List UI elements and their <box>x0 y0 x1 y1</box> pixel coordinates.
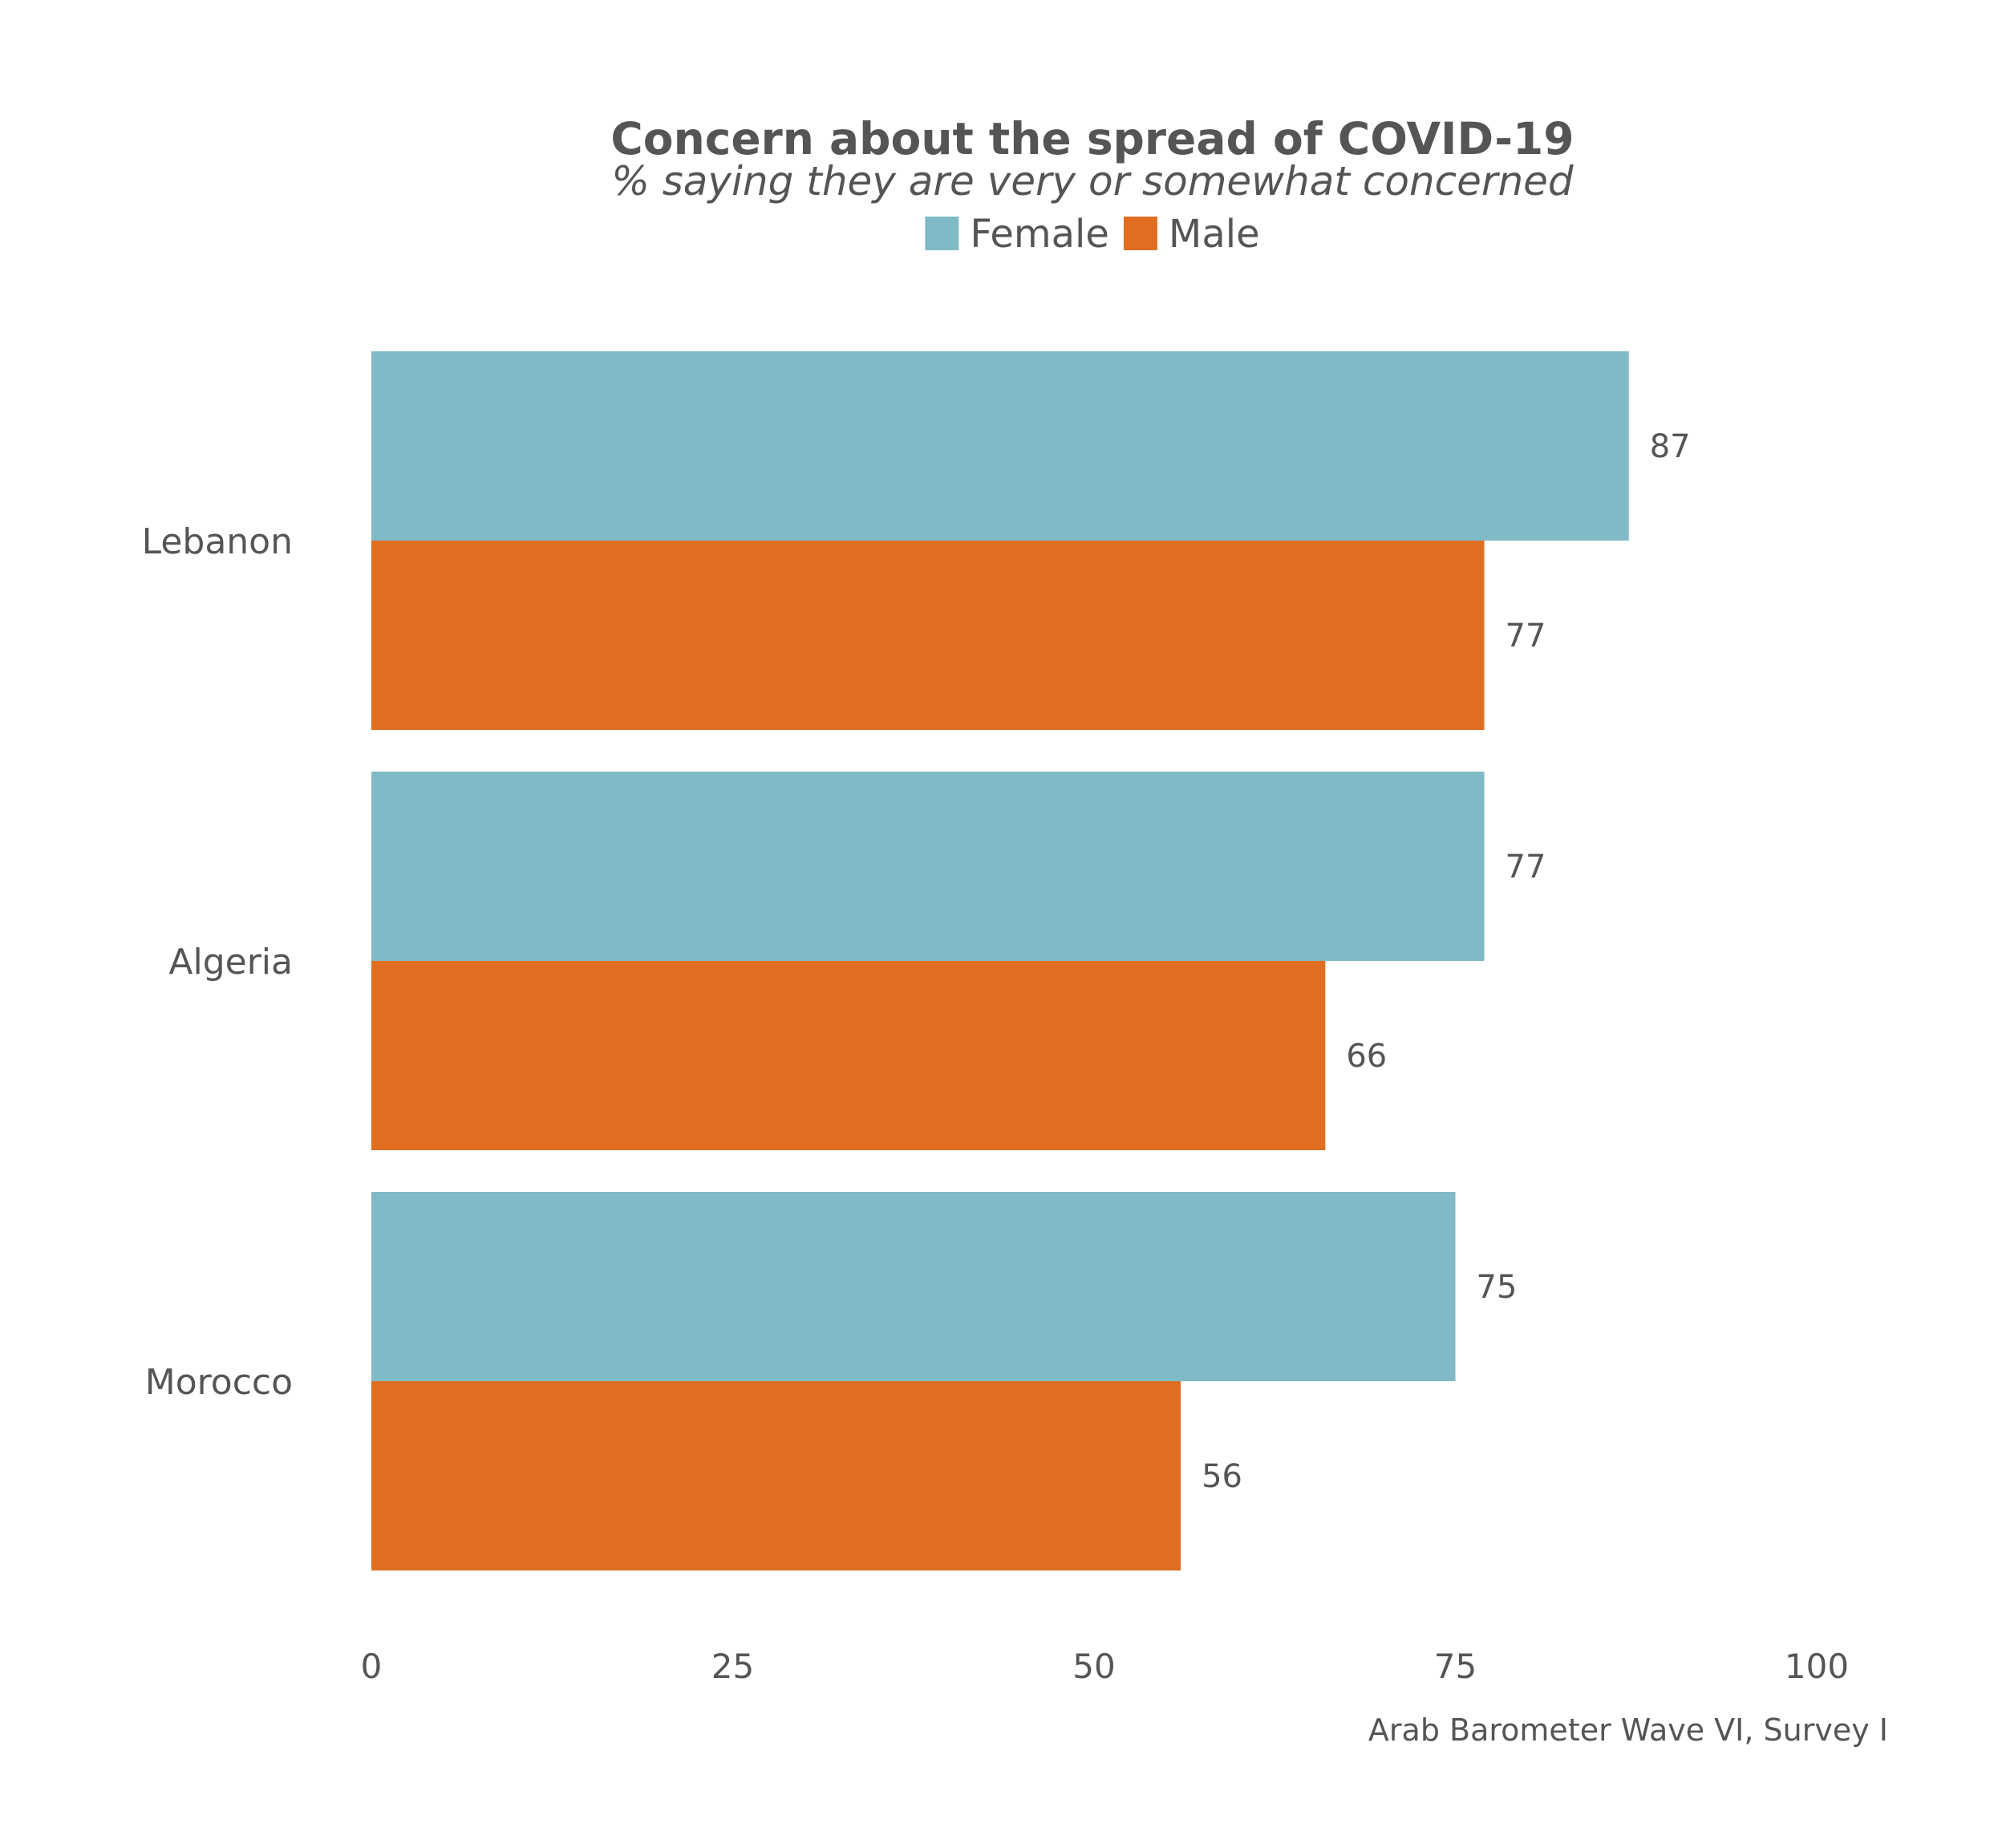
bar-algeria-male <box>371 961 1326 1150</box>
value-label-algeria-male: 66 <box>1346 1038 1387 1075</box>
bar-morocco-female <box>371 1192 1456 1381</box>
category-label-lebanon: Lebanon <box>142 521 293 562</box>
value-labels: 87 77 77 66 75 56 <box>1202 428 1691 1495</box>
legend-label-male: Male <box>1169 212 1260 257</box>
bars <box>371 351 1629 1570</box>
chart-subtitle: % saying they are very or somewhat conce… <box>611 158 1574 205</box>
value-label-lebanon-male: 77 <box>1506 618 1546 654</box>
bar-algeria-female <box>371 772 1485 961</box>
value-label-morocco-male: 56 <box>1202 1458 1242 1495</box>
legend-swatch-male <box>1123 217 1157 250</box>
x-tick-label-25: 25 <box>711 1647 754 1686</box>
category-label-algeria: Algeria <box>168 942 293 983</box>
bar-lebanon-female <box>371 351 1629 541</box>
x-tick-label-0: 0 <box>361 1647 383 1686</box>
x-tick-label-75: 75 <box>1434 1647 1477 1686</box>
chart-caption: Arab Barometer Wave VI, Survey I <box>1368 1712 1888 1748</box>
legend: Female Male <box>925 212 1260 257</box>
x-axis: 0 25 50 75 100 <box>361 1647 1849 1686</box>
bar-morocco-male <box>371 1381 1181 1570</box>
x-tick-label-100: 100 <box>1785 1647 1849 1686</box>
category-label-morocco: Morocco <box>145 1362 293 1403</box>
value-label-lebanon-female: 87 <box>1650 428 1691 465</box>
value-label-morocco-female: 75 <box>1477 1269 1518 1306</box>
value-label-algeria-female: 77 <box>1506 849 1546 886</box>
chart-title: Concern about the spread of COVID-19 <box>610 113 1574 164</box>
category-labels: Lebanon Algeria Morocco <box>142 521 293 1403</box>
legend-label-female: Female <box>970 212 1109 257</box>
bar-lebanon-male <box>371 541 1485 730</box>
x-tick-label-50: 50 <box>1072 1647 1115 1686</box>
legend-swatch-female <box>925 217 959 250</box>
